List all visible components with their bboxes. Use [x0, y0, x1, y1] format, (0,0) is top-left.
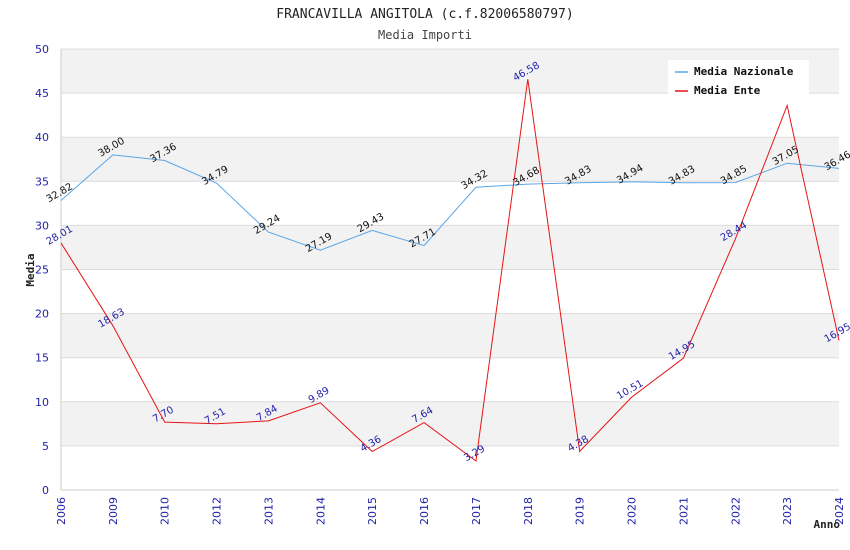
- grid-band: [61, 225, 839, 270]
- x-tick-label: 2023: [781, 497, 794, 525]
- data-label-nazionale: 32.82: [45, 181, 75, 205]
- legend-box: [668, 60, 809, 98]
- chart-subtitle: Media Importi: [378, 28, 472, 42]
- x-tick-label: 2014: [314, 497, 327, 525]
- grid-band: [61, 313, 839, 358]
- y-tick-label: 5: [42, 440, 49, 453]
- x-tick-label: 2010: [159, 497, 172, 525]
- y-axis-label: Media: [24, 253, 37, 286]
- y-tick-label: 20: [35, 308, 49, 321]
- y-tick-label: 35: [35, 175, 49, 188]
- y-tick-label: 50: [35, 43, 49, 56]
- x-tick-label: 2020: [626, 497, 639, 525]
- grid-band: [61, 401, 839, 446]
- x-tick-label: 2012: [211, 497, 224, 525]
- series-line-nazionale: [60, 154, 840, 251]
- x-tick-label: 2018: [522, 497, 535, 525]
- legend-label-ente: Media Ente: [694, 84, 761, 97]
- x-tick-label: 2021: [677, 497, 690, 525]
- x-tick-label: 2024: [833, 497, 846, 525]
- x-tick-label: 2013: [262, 497, 275, 525]
- grid-lines: [60, 48, 839, 491]
- x-tick-label: 2022: [729, 497, 742, 525]
- legend: Media Nazionale Media Ente: [668, 60, 809, 98]
- x-tick-label: 2016: [418, 497, 431, 525]
- x-tick-label: 2017: [470, 497, 483, 525]
- y-tick-label: 40: [35, 131, 49, 144]
- y-axis-ticks: 0 5 10 15 20 25 30 35 40 45 50: [35, 43, 49, 497]
- x-axis-ticks: 2006 2009 2010 2012 2013 2014 2015 2016 2017 2018…: [55, 497, 846, 525]
- legend-label-nazionale: Media Nazionale: [694, 65, 794, 78]
- series-lines: [60, 79, 840, 462]
- y-tick-label: 25: [35, 264, 49, 277]
- x-tick-label: 2006: [55, 497, 68, 525]
- x-tick-label: 2015: [366, 497, 379, 525]
- x-tick-label: 2009: [107, 497, 120, 525]
- data-label-ente: 3.29: [462, 443, 487, 464]
- y-tick-label: 45: [35, 87, 49, 100]
- y-tick-label: 10: [35, 396, 49, 409]
- y-tick-label: 15: [35, 352, 49, 365]
- x-tick-label: 2019: [574, 497, 587, 525]
- x-axis-label: Anno: [814, 518, 841, 531]
- grid-bands: [61, 49, 839, 446]
- y-tick-label: 30: [35, 219, 49, 232]
- y-tick-label: 0: [42, 484, 49, 497]
- grid-band: [61, 137, 839, 182]
- series-line-ente: [60, 79, 840, 462]
- chart-title: FRANCAVILLA ANGITOLA (c.f.82006580797): [276, 7, 573, 22]
